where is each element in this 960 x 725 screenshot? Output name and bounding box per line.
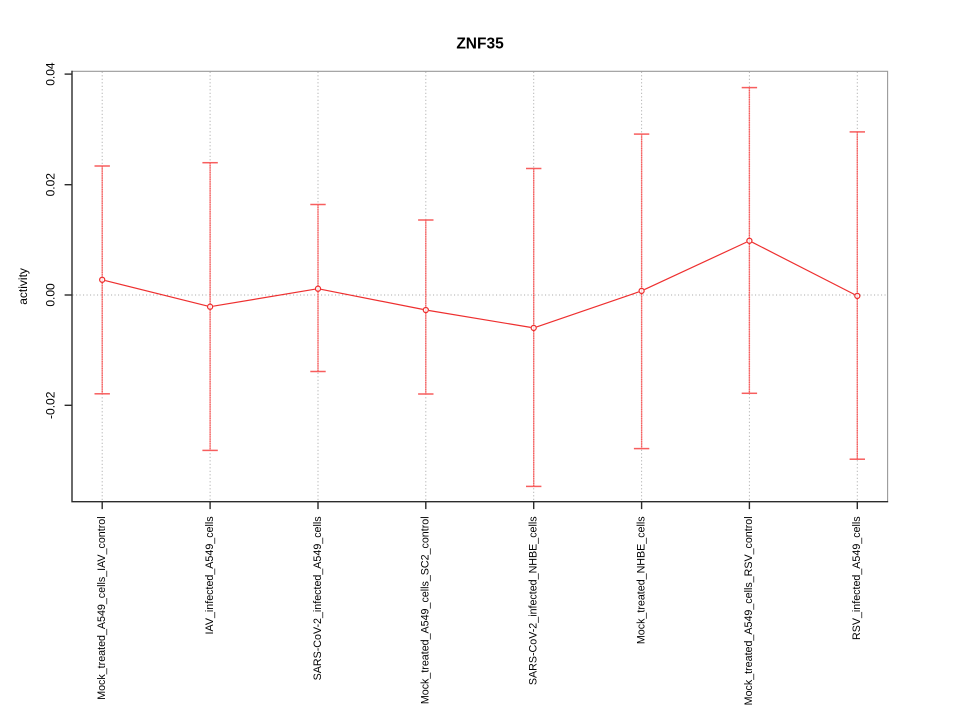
svg-text:0.04: 0.04 [44, 62, 58, 86]
svg-text:RSV_infected_A549_cells: RSV_infected_A549_cells [851, 516, 863, 640]
svg-text:Mock_treated_NHBE_cells: Mock_treated_NHBE_cells [635, 516, 647, 644]
svg-text:SARS-CoV-2_infected_A549_cells: SARS-CoV-2_infected_A549_cells [312, 516, 324, 680]
svg-text:0.02: 0.02 [44, 173, 58, 197]
svg-text:SARS-CoV-2_infected_NHBE_cells: SARS-CoV-2_infected_NHBE_cells [528, 516, 540, 685]
svg-text:0.00: 0.00 [44, 283, 58, 307]
svg-text:Mock_treated_A549_cells_IAV_co: Mock_treated_A549_cells_IAV_control [96, 516, 108, 699]
svg-text:Mock_treated_A549_cells_SC2_co: Mock_treated_A549_cells_SC2_control [420, 516, 432, 704]
svg-text:IAV_infected_A549_cells: IAV_infected_A549_cells [204, 516, 216, 634]
svg-text:Mock_treated_A549_cells_RSV_co: Mock_treated_A549_cells_RSV_control [743, 516, 755, 705]
svg-text:ZNF35: ZNF35 [456, 36, 504, 53]
svg-text:activity: activity [16, 268, 30, 305]
svg-text:-0.02: -0.02 [44, 391, 58, 419]
